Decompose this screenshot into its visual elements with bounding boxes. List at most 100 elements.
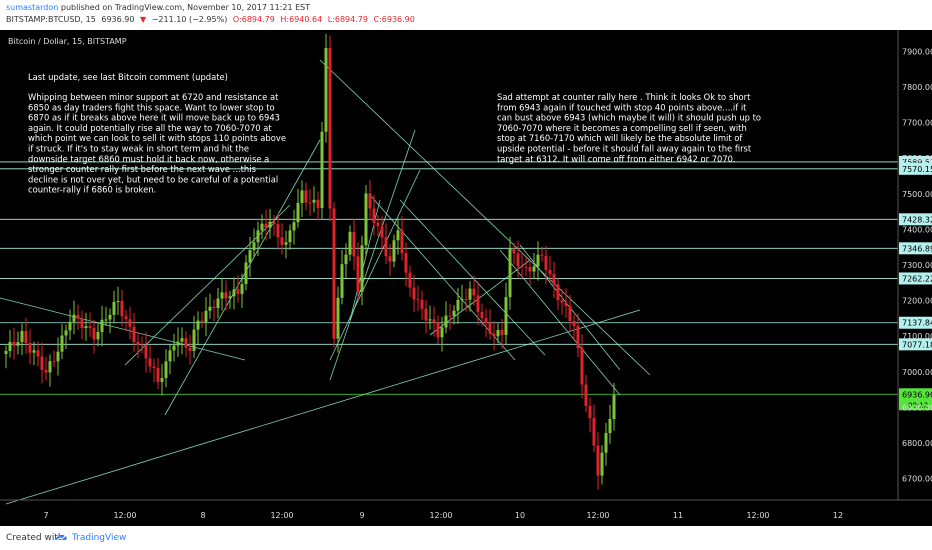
low-value: L:6894.79 <box>327 15 368 24</box>
candle-body <box>408 272 412 288</box>
candle-body <box>352 231 356 257</box>
chart-area[interactable]: Bitcoin / Dollar, 15, BITSTAMP 7589.52 75… <box>0 30 932 526</box>
annotation-line: again. It could potentially rise all the… <box>28 123 272 133</box>
annotations: Last update, see last Bitcoin comment (u… <box>28 72 761 195</box>
candle-body <box>140 344 144 346</box>
level-price-label: 7137.84 <box>902 319 932 328</box>
price-tick-label: 7400.00 <box>902 225 932 234</box>
candle-body <box>260 223 264 231</box>
time-tick-label: 11 <box>673 511 683 520</box>
time-tick-label: 10 <box>515 511 525 520</box>
tradingview-logo-icon[interactable] <box>54 531 68 545</box>
candle-body <box>496 329 500 337</box>
price-tick-label: 7600.00 <box>902 154 932 163</box>
candle-body <box>312 199 316 203</box>
candle-body <box>20 330 24 343</box>
symbol-line: BITSTAMP:BTCUSD, 15 6936.90 ▼ −211.10 (−… <box>6 15 418 24</box>
candle-body <box>252 242 256 251</box>
candle-body <box>428 319 432 321</box>
time-axis[interactable]: 7 12:00 8 12:00 9 12:00 10 12:00 11 12:00 12 <box>0 499 932 520</box>
candle-body <box>380 226 384 238</box>
candle-body <box>44 369 48 373</box>
candle-body <box>540 254 544 256</box>
candle-body <box>592 418 596 446</box>
candle-body <box>224 292 228 299</box>
candle-body <box>176 341 180 346</box>
tradingview-brand[interactable]: TradingView <box>72 533 127 543</box>
time-tick-label: 7 <box>43 511 48 520</box>
candle-body <box>356 256 360 292</box>
candle-body <box>336 297 340 339</box>
candle-body <box>392 240 396 262</box>
candle-body <box>228 296 232 299</box>
candle-body <box>56 351 60 362</box>
annotation-line: 6870 as if it breaks above here it will … <box>28 113 280 123</box>
candle-body <box>108 314 112 320</box>
candle-body <box>180 338 184 342</box>
candle-body <box>92 328 96 340</box>
annotation-line: Last update, see last Bitcoin comment (u… <box>28 72 228 82</box>
candle-body <box>236 289 240 294</box>
candle-body <box>508 248 512 298</box>
price-axis[interactable]: 7900.00 7800.00 7700.00 7600.00 7500.00 7400.… <box>897 30 932 500</box>
price-chart[interactable]: Bitcoin / Dollar, 15, BITSTAMP 7589.5275… <box>0 30 932 526</box>
candle-body <box>144 345 148 359</box>
candle-body <box>200 320 204 323</box>
candle-body <box>568 306 572 321</box>
annotation-line: decline is not over yet, but need to be … <box>28 174 278 184</box>
time-tick-label: 12:00 <box>586 511 609 520</box>
change-arrow-icon: ▼ <box>140 15 147 24</box>
annotation-line: Whipping between minor support at 6720 a… <box>28 92 279 102</box>
candle-body <box>532 266 536 272</box>
candle-body <box>536 254 540 267</box>
candle-body <box>584 384 588 407</box>
level-price-label: 7077.18 <box>902 340 932 349</box>
level-price-tag <box>899 213 932 226</box>
candle-body <box>528 267 532 272</box>
candle-body <box>168 350 172 362</box>
level-price-tag <box>899 316 932 329</box>
time-tick-label: 12:00 <box>270 511 293 520</box>
candle-body <box>196 320 200 330</box>
annotation-line: 7060-7070 where it becomes a compelling … <box>497 123 747 133</box>
current-price-countdown: 08:12 <box>908 401 928 409</box>
annotation-line: if struck. If it's to stay weak in short… <box>28 144 249 154</box>
open-value: O:6894.79 <box>232 15 275 24</box>
level-price-label: 7570.15 <box>902 165 932 174</box>
candle-body <box>292 222 296 231</box>
author-link[interactable]: sumastardon <box>6 3 59 12</box>
candle-body <box>460 298 464 300</box>
publish-info: published on TradingView.com, November 1… <box>60 3 311 12</box>
annotation-line: which point we can look to sell it with … <box>28 133 286 143</box>
candle-body <box>488 322 492 334</box>
candle-body <box>112 301 116 315</box>
candle-body <box>348 231 352 255</box>
candle-body <box>220 292 224 299</box>
candle-body <box>588 406 592 419</box>
symbol-label[interactable]: BITSTAMP:BTCUSD, 15 <box>6 15 96 24</box>
candle-body <box>512 248 516 254</box>
candle-body <box>96 331 100 340</box>
candle-body <box>456 299 460 311</box>
candle-body <box>332 208 336 339</box>
close-value: C:6936.90 <box>373 15 415 24</box>
level-price-tag <box>899 272 932 285</box>
high-value: H:6940.64 <box>280 15 323 24</box>
candle-body <box>160 378 164 382</box>
candle-body <box>444 315 448 328</box>
candle-body <box>376 222 380 227</box>
candle-body <box>440 327 444 338</box>
trendline <box>5 309 641 505</box>
candle-body <box>520 266 524 268</box>
time-tick-label: 8 <box>200 511 205 520</box>
annotation-line: from 6943 again if touched with stop 40 … <box>497 102 747 112</box>
price-tick-label: 7900.00 <box>902 47 932 56</box>
candle-body <box>208 306 212 311</box>
candle-body <box>164 361 168 379</box>
candle-body <box>480 311 484 319</box>
candle-body <box>52 361 56 363</box>
candle-body <box>504 297 508 335</box>
candle-body <box>424 308 428 321</box>
candle-body <box>344 254 348 265</box>
candle-body <box>340 264 344 298</box>
